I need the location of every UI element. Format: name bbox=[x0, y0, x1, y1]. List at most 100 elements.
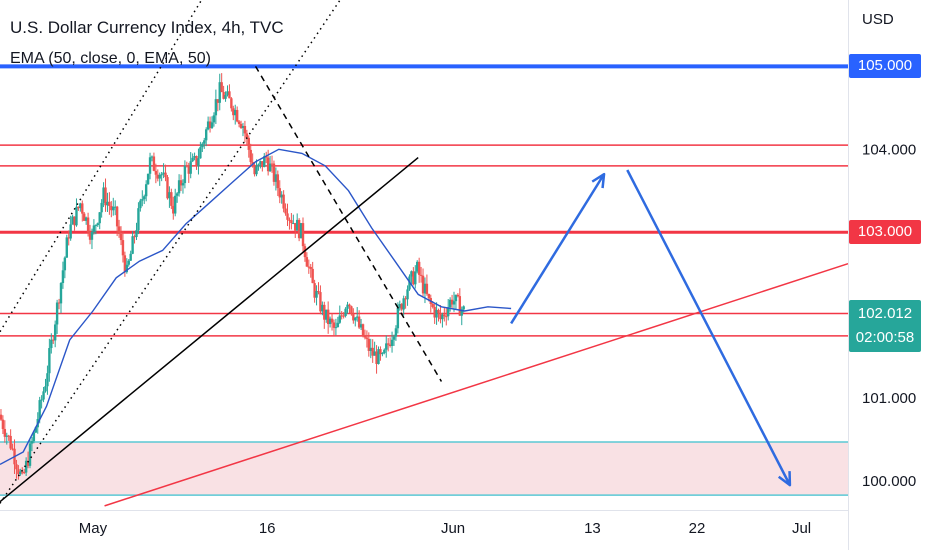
candle-down bbox=[261, 161, 264, 168]
candle-down bbox=[81, 203, 84, 214]
projection-arrow-line bbox=[510, 173, 606, 325]
trend-line bbox=[0, 0, 341, 504]
candle-down bbox=[26, 460, 30, 466]
candle-down bbox=[110, 206, 113, 211]
candle-down bbox=[265, 156, 268, 158]
candle-up bbox=[299, 223, 303, 239]
candle-down bbox=[456, 294, 460, 297]
candle-up bbox=[139, 200, 142, 209]
candle-down bbox=[348, 304, 351, 307]
candle-up bbox=[454, 294, 458, 302]
candle-up bbox=[65, 237, 68, 258]
candle-down bbox=[86, 217, 90, 233]
candle-down bbox=[247, 137, 250, 150]
candle-up bbox=[69, 224, 72, 239]
indicator-legend[interactable]: EMA (50, close, 0, EMA, 50) bbox=[10, 50, 211, 67]
candle-down bbox=[67, 237, 70, 239]
candle-down bbox=[123, 255, 127, 273]
candle-up bbox=[398, 304, 401, 308]
candle-up bbox=[150, 156, 154, 158]
candle-up bbox=[234, 109, 237, 116]
candle-up bbox=[162, 172, 165, 175]
candle-up bbox=[336, 322, 340, 328]
candle-up bbox=[5, 435, 8, 437]
candle-down bbox=[187, 166, 190, 174]
candle-down bbox=[216, 99, 220, 103]
candle-down bbox=[458, 296, 462, 316]
candle-up bbox=[106, 201, 109, 206]
candle-up bbox=[255, 166, 258, 175]
candle-up bbox=[356, 316, 359, 318]
candle-down bbox=[363, 336, 367, 338]
candle-down bbox=[239, 123, 243, 129]
candle-up bbox=[181, 183, 185, 186]
candle-down bbox=[445, 316, 448, 318]
candle-down bbox=[185, 165, 189, 167]
candle-down bbox=[243, 125, 247, 134]
candle-up bbox=[385, 343, 388, 350]
candle-down bbox=[284, 208, 287, 214]
candle-up bbox=[460, 309, 463, 316]
candle-down bbox=[427, 293, 431, 299]
ema-line bbox=[0, 148, 512, 466]
candle-up bbox=[394, 328, 398, 337]
candle-down bbox=[317, 291, 320, 293]
candle-up bbox=[199, 147, 202, 159]
candle-up bbox=[338, 315, 341, 323]
candle-down bbox=[119, 233, 123, 241]
last-price-tag: 102.012 02:00:58 bbox=[849, 300, 921, 353]
candle-up bbox=[435, 309, 438, 318]
candle-down bbox=[319, 292, 322, 312]
candle-down bbox=[421, 275, 425, 294]
candle-down bbox=[195, 156, 198, 167]
price-tag-103: 103.000 bbox=[849, 220, 921, 245]
candle-up bbox=[183, 165, 187, 184]
candle-up bbox=[423, 283, 427, 294]
candle-up bbox=[98, 212, 101, 224]
candle-up bbox=[71, 216, 74, 225]
candle-up bbox=[92, 225, 96, 232]
candle-down bbox=[52, 339, 55, 341]
candle-down bbox=[431, 303, 434, 307]
time-tick-label: 16 bbox=[259, 520, 276, 537]
candle-up bbox=[46, 373, 49, 387]
candle-up bbox=[125, 264, 129, 273]
candle-down bbox=[17, 469, 20, 475]
candle-up bbox=[84, 217, 88, 221]
candle-up bbox=[203, 140, 206, 144]
candle-up bbox=[175, 193, 179, 196]
candle-up bbox=[141, 199, 144, 201]
candle-down bbox=[361, 324, 365, 337]
candle-up bbox=[390, 339, 394, 347]
candle-up bbox=[42, 391, 45, 400]
candle-up bbox=[34, 427, 38, 433]
candle-down bbox=[3, 428, 7, 437]
candle-up bbox=[381, 353, 384, 355]
candle-up bbox=[214, 99, 218, 116]
candle-down bbox=[230, 98, 233, 109]
candle-up bbox=[344, 308, 347, 317]
candle-down bbox=[439, 313, 442, 320]
candle-up bbox=[79, 203, 82, 209]
candle-up bbox=[383, 349, 386, 354]
candle-down bbox=[297, 219, 301, 239]
candle-down bbox=[77, 206, 80, 209]
candle-up bbox=[19, 471, 22, 475]
candle-down bbox=[311, 268, 314, 284]
candle-up bbox=[441, 314, 444, 320]
candle-up bbox=[53, 324, 57, 341]
candle-down bbox=[419, 274, 423, 276]
candle-up bbox=[206, 121, 210, 130]
candle-down bbox=[172, 205, 175, 214]
candle-up bbox=[241, 125, 245, 129]
candle-up bbox=[193, 156, 196, 158]
candle-down bbox=[235, 109, 239, 122]
candle-up bbox=[144, 184, 148, 197]
candle-down bbox=[249, 149, 252, 163]
chart-title: U.S. Dollar Currency Index, 4h, TVC bbox=[10, 18, 284, 37]
candle-up bbox=[189, 161, 192, 174]
candle-down bbox=[23, 472, 26, 474]
candle-down bbox=[288, 219, 291, 221]
trend-line bbox=[0, 156, 419, 503]
